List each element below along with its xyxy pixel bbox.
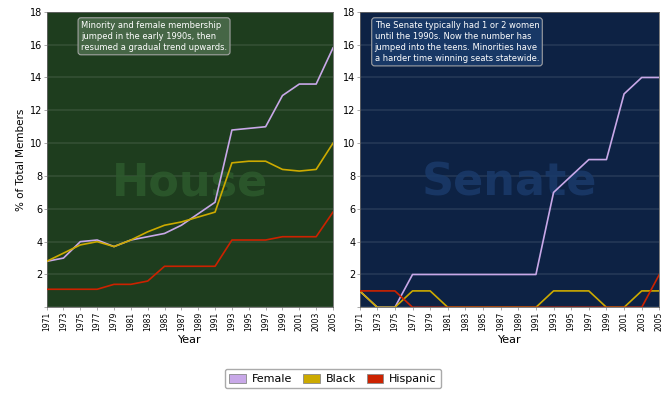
Text: House: House [112,162,268,205]
Text: The Senate typically had 1 or 2 women
until the 1990s. Now the number has
jumped: The Senate typically had 1 or 2 women un… [375,21,539,63]
Text: Minority and female membership
jumped in the early 1990s, then
resumed a gradual: Minority and female membership jumped in… [81,21,227,52]
Text: Senate: Senate [422,162,597,205]
Legend: Female, Black, Hispanic: Female, Black, Hispanic [225,369,441,388]
Y-axis label: % of Total Members: % of Total Members [16,108,26,211]
X-axis label: Year: Year [178,335,202,345]
X-axis label: Year: Year [498,335,521,345]
